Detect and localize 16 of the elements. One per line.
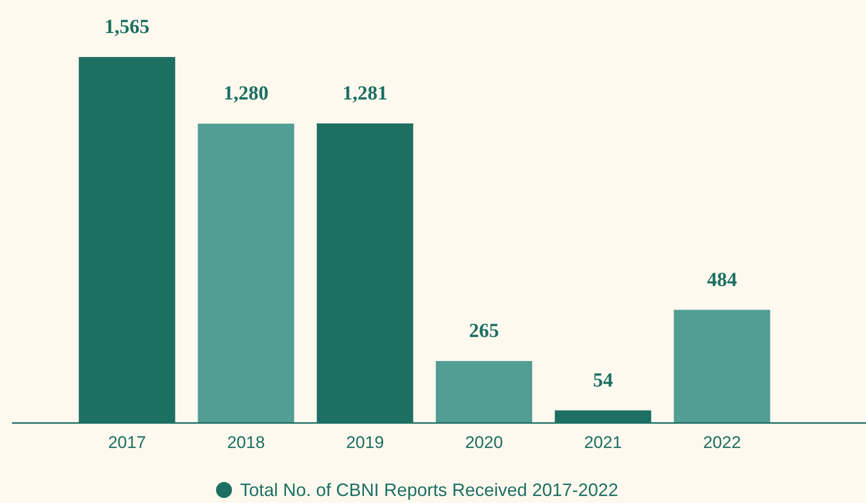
- x-tick-label: 2022: [703, 433, 741, 452]
- x-tick-label: 2017: [108, 433, 146, 452]
- legend-label: Total No. of CBNI Reports Received 2017-2022: [240, 480, 618, 500]
- x-tick-label: 2021: [584, 433, 622, 452]
- bar: [674, 310, 770, 423]
- bar: [436, 361, 532, 423]
- data-label: 1,565: [104, 16, 150, 38]
- bar: [198, 124, 294, 423]
- data-label: 1,281: [342, 82, 388, 104]
- data-label: 484: [707, 268, 737, 291]
- x-tick-label: 2018: [227, 433, 265, 452]
- x-tick-label: 2020: [465, 433, 503, 452]
- data-label: 1,280: [224, 82, 268, 105]
- data-label: 265: [469, 320, 499, 342]
- data-label: 54: [593, 369, 613, 392]
- x-tick-label: 2019: [346, 433, 384, 452]
